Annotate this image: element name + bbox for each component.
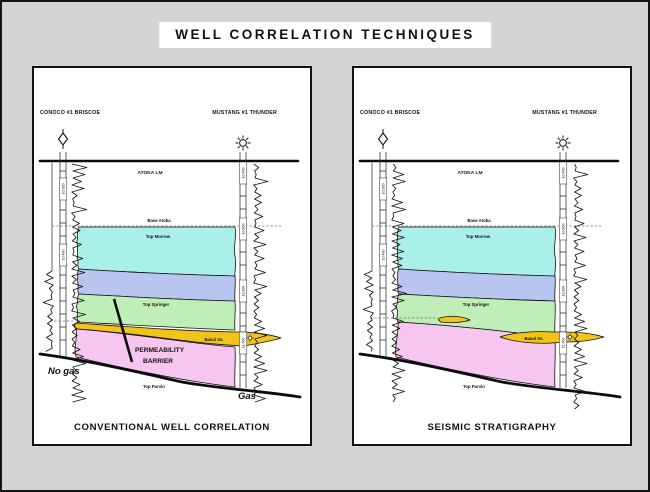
band-top-parvin bbox=[74, 328, 236, 388]
well-track-left: 10,000 10,400 bbox=[59, 152, 68, 357]
caption-seismic: SEISMIC STRATIGRAPHY bbox=[427, 422, 556, 433]
depth-label: 10,400 bbox=[61, 250, 65, 261]
top-parvin-line bbox=[38, 352, 302, 399]
formation-label-top-springer: Top Springer bbox=[463, 302, 490, 307]
formation-label-top-springer: Top Springer bbox=[143, 302, 170, 307]
title-box: WELL CORRELATION TECHNIQUES bbox=[159, 22, 491, 48]
basal-ss-sliver bbox=[438, 315, 471, 323]
depth-label: 11,000 bbox=[561, 286, 565, 297]
formation-label-top-morrow: Top Morrow bbox=[466, 234, 491, 239]
permeability-barrier-line bbox=[112, 298, 134, 363]
band-top-morrow bbox=[76, 226, 237, 277]
log-curves bbox=[42, 163, 269, 403]
formation-label-basal-ss: Basal Ss. bbox=[204, 337, 223, 342]
formation-label-top-parvin: Top Parvin bbox=[143, 384, 165, 389]
formation-label-base-atoka: Base Atoka bbox=[467, 218, 491, 223]
depth-label: 10,800 bbox=[241, 224, 245, 235]
gas-well-icon bbox=[555, 135, 571, 151]
gas-show-icon bbox=[246, 334, 254, 342]
well-track-left: 10,000 10,400 bbox=[379, 152, 388, 357]
top-parvin-line bbox=[358, 352, 622, 399]
depth-label: 11,000 bbox=[241, 286, 245, 297]
panel-seismic: 10,000 10,400 10,400 10,800 11,000 11,40… bbox=[352, 66, 632, 446]
band-top-morrow bbox=[396, 226, 557, 277]
permeability-barrier-label: PERMEABILITY bbox=[135, 347, 185, 354]
depth-label: 10,800 bbox=[561, 224, 565, 235]
depth-label: 11,400 bbox=[241, 338, 245, 349]
panel-conventional: 10,000 10,400 10,400 10,800 11,000 11,40… bbox=[32, 66, 312, 446]
well-name-left: CONOCO #1 BRISCOE bbox=[360, 110, 420, 116]
formation-label-basal-ss: Basal Ss. bbox=[524, 336, 543, 341]
seismic-diagram: 10,000 10,400 10,400 10,800 11,000 11,40… bbox=[352, 66, 632, 446]
well-name-right: MUSTANG #1 THUNDER bbox=[212, 110, 277, 116]
well-track-right: 10,400 10,800 11,000 11,400 bbox=[559, 152, 568, 388]
gas-show-icon bbox=[566, 333, 574, 341]
gas-well-icon bbox=[235, 135, 251, 151]
dry-hole-icon bbox=[57, 129, 69, 149]
dry-hole-icon bbox=[377, 129, 389, 149]
page-title: WELL CORRELATION TECHNIQUES bbox=[175, 27, 475, 42]
formation-label-atoka: ATOKA LM bbox=[137, 170, 162, 176]
well-name-left: CONOCO #1 BRISCOE bbox=[40, 110, 100, 116]
depth-label: 11,400 bbox=[561, 338, 565, 349]
depth-label: 10,400 bbox=[561, 168, 565, 179]
depth-label: 10,400 bbox=[241, 168, 245, 179]
formation-label-atoka: ATOKA LM bbox=[457, 170, 482, 176]
well-name-right: MUSTANG #1 THUNDER bbox=[532, 110, 597, 116]
caption-conventional: CONVENTIONAL WELL CORRELATION bbox=[74, 422, 270, 433]
no-gas-label: No gas bbox=[48, 366, 80, 377]
formation-label-base-atoka: Base Atoka bbox=[147, 218, 171, 223]
log-curves bbox=[362, 163, 589, 410]
depth-label: 10,000 bbox=[61, 184, 65, 195]
basal-ss-lens bbox=[499, 331, 605, 344]
well-track-right: 10,400 10,800 11,000 11,400 bbox=[239, 152, 248, 388]
conventional-diagram: 10,000 10,400 10,400 10,800 11,000 11,40… bbox=[32, 66, 312, 446]
depth-label: 10,400 bbox=[381, 250, 385, 261]
formation-label-top-morrow: Top Morrow bbox=[146, 234, 171, 239]
depth-label: 10,000 bbox=[381, 184, 385, 195]
gas-label: Gas bbox=[238, 391, 256, 402]
formation-label-top-parvin: Top Parvin bbox=[463, 384, 485, 389]
permeability-barrier-label: BARRIER bbox=[143, 358, 173, 365]
